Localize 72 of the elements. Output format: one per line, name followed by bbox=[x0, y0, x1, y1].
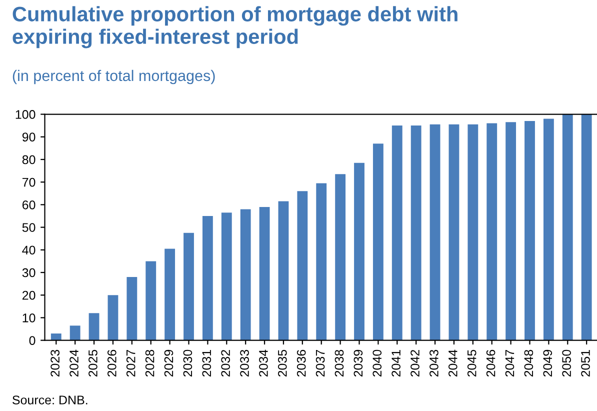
bar bbox=[184, 232, 194, 340]
chart-subtitle: (in percent of total mortgages) bbox=[12, 70, 215, 84]
bar bbox=[50, 334, 62, 340]
y-tick-label: 40 bbox=[22, 246, 36, 255]
bar bbox=[126, 277, 138, 340]
bar bbox=[506, 122, 516, 340]
bar bbox=[70, 326, 80, 340]
bar bbox=[468, 124, 478, 340]
x-tick-label: 2023 bbox=[50, 350, 60, 377]
bar bbox=[297, 191, 308, 340]
x-tick-label: 2043 bbox=[430, 350, 438, 377]
x-tick-label: 2033 bbox=[240, 350, 249, 377]
x-tick-label: 2044 bbox=[448, 350, 458, 377]
bar bbox=[524, 121, 535, 340]
bar bbox=[108, 295, 118, 340]
bar bbox=[562, 114, 573, 340]
x-tick-label: 2037 bbox=[316, 350, 325, 377]
y-tick-label: 0 bbox=[29, 336, 36, 345]
y-tick-label: 100 bbox=[16, 110, 36, 119]
bar bbox=[202, 216, 213, 340]
bar bbox=[88, 313, 100, 340]
bar bbox=[146, 261, 156, 340]
bar bbox=[486, 123, 498, 340]
y-tick-label: 20 bbox=[22, 290, 36, 300]
y-tick-label: 90 bbox=[22, 132, 36, 142]
bar bbox=[581, 114, 592, 340]
x-tick-label: 2032 bbox=[221, 350, 230, 377]
y-tick-label: 50 bbox=[22, 223, 36, 232]
x-tick-label: 2029 bbox=[164, 350, 174, 377]
x-tick-label: 2039 bbox=[354, 350, 363, 377]
x-tick-label: 2034 bbox=[259, 350, 268, 377]
bar bbox=[354, 162, 364, 340]
x-tick-label: 2045 bbox=[467, 350, 476, 377]
x-tick-label: 2051 bbox=[581, 350, 590, 377]
x-tick-label: 2047 bbox=[505, 350, 514, 377]
y-tick-label: 30 bbox=[22, 268, 36, 278]
x-tick-label: 2048 bbox=[524, 350, 534, 377]
bar bbox=[335, 174, 346, 340]
bar bbox=[392, 126, 402, 340]
x-tick-label: 2046 bbox=[486, 350, 496, 377]
bar bbox=[278, 201, 289, 340]
x-tick-label: 2025 bbox=[88, 350, 98, 377]
x-tick-label: 2027 bbox=[126, 350, 136, 377]
x-tick-label: 2028 bbox=[145, 350, 154, 377]
x-tick-label: 2035 bbox=[278, 350, 287, 377]
bar bbox=[543, 118, 554, 340]
bar bbox=[316, 183, 327, 340]
y-tick-label: 70 bbox=[22, 178, 36, 187]
x-tick-label: 2026 bbox=[107, 350, 116, 377]
y-tick-label: 10 bbox=[22, 314, 36, 322]
chart-title: Cumulative proportion of mortgage debt with expiring fixed-interest period bbox=[12, 6, 458, 48]
x-tick-label: 2042 bbox=[410, 350, 420, 377]
x-tick-label: 2024 bbox=[70, 350, 78, 377]
x-tick-label: 2040 bbox=[372, 350, 382, 377]
x-tick-label: 2049 bbox=[543, 350, 552, 377]
bar bbox=[448, 124, 460, 340]
source-note: Source: DNB. bbox=[12, 396, 88, 404]
x-tick-label: 2041 bbox=[392, 350, 400, 377]
bar bbox=[410, 126, 422, 340]
x-tick-label: 2050 bbox=[562, 350, 571, 377]
y-tick-label: 60 bbox=[22, 200, 36, 210]
bar bbox=[240, 209, 251, 340]
bar bbox=[430, 124, 440, 340]
bar bbox=[259, 206, 270, 340]
bar bbox=[372, 144, 384, 340]
bar bbox=[221, 212, 232, 340]
x-tick-label: 2031 bbox=[202, 350, 212, 377]
y-tick-label: 80 bbox=[22, 155, 36, 164]
x-tick-label: 2036 bbox=[296, 350, 306, 377]
bar bbox=[164, 248, 176, 340]
x-tick-label: 2038 bbox=[334, 350, 344, 377]
x-tick-label: 2030 bbox=[183, 350, 192, 377]
